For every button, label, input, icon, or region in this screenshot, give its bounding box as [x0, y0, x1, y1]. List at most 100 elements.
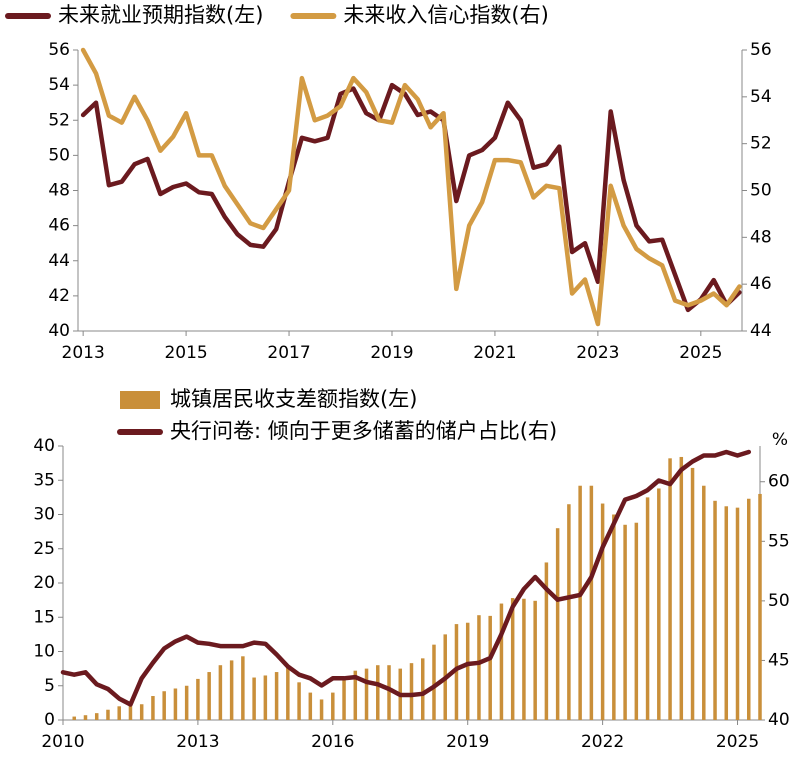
bar — [735, 507, 740, 720]
bar — [229, 660, 234, 720]
bar — [207, 672, 211, 720]
y2-tick-label: 56 — [750, 40, 772, 60]
bar — [747, 498, 751, 720]
bar — [263, 675, 268, 720]
x-tick-label: 2017 — [267, 343, 310, 363]
bar — [72, 716, 76, 720]
y2-tick-label: 52 — [750, 134, 772, 154]
y-tick-label: 46 — [48, 216, 70, 236]
y2-tick-label: 50 — [768, 591, 790, 611]
bar — [589, 485, 594, 720]
x-tick-label: 2023 — [576, 343, 619, 363]
x-tick-label: 2013 — [62, 343, 105, 363]
bar — [184, 685, 189, 720]
bar — [522, 598, 526, 720]
bar — [409, 663, 414, 720]
bar — [555, 528, 560, 720]
y-tick-label: 5 — [44, 676, 55, 696]
x-tick-label: 2015 — [164, 343, 207, 363]
bar — [162, 691, 166, 720]
bar — [117, 706, 121, 720]
x-tick-label: 2010 — [41, 732, 84, 752]
y-tick-label: 48 — [48, 181, 70, 201]
bar — [702, 485, 706, 720]
series-line — [80, 47, 742, 327]
series-line — [60, 449, 752, 707]
bar — [353, 670, 358, 720]
y2-tick-label: 40 — [768, 710, 790, 730]
y-tick-label: 30 — [33, 505, 55, 525]
bar — [668, 458, 672, 720]
bar — [578, 485, 582, 720]
bar — [274, 672, 279, 720]
bar — [252, 677, 256, 720]
bar — [623, 524, 627, 720]
bar — [420, 658, 425, 720]
y2-tick-label: 45 — [768, 650, 790, 670]
bar — [724, 506, 729, 720]
bar — [331, 692, 335, 720]
x-tick-label: 2013 — [176, 732, 219, 752]
y-tick-label: 10 — [33, 642, 55, 662]
x-tick-label: 2016 — [311, 732, 354, 752]
y-tick-label: 52 — [48, 110, 70, 130]
bar — [286, 665, 290, 720]
bar — [634, 522, 639, 720]
legend-swatch — [120, 391, 160, 409]
x-tick-label: 2025 — [716, 732, 759, 752]
x-tick-label: 2019 — [446, 732, 489, 752]
bar — [600, 503, 605, 720]
series-line — [80, 82, 742, 313]
bar — [94, 713, 99, 720]
y-tick-label: 42 — [48, 286, 70, 306]
bar — [510, 598, 515, 720]
bar — [533, 600, 537, 720]
x-tick-label: 2019 — [370, 343, 413, 363]
y2-tick-label: 48 — [750, 227, 772, 247]
legend-label: 央行问卷: 倾向于更多储蓄的储户占比(右) — [170, 419, 557, 443]
y2-tick-label: 60 — [768, 472, 790, 492]
bar — [218, 665, 223, 720]
y-tick-label: 50 — [48, 145, 70, 165]
y-tick-label: 44 — [48, 251, 70, 271]
bar — [713, 500, 717, 720]
legend-label: 未来就业预期指数(左) — [58, 3, 263, 27]
bar — [690, 467, 695, 720]
bar — [319, 699, 324, 720]
y-tick-label: 56 — [48, 40, 70, 60]
bar — [758, 493, 762, 720]
y-tick-label: 15 — [33, 607, 55, 627]
y-tick-label: 20 — [33, 573, 55, 593]
bar — [308, 692, 313, 720]
y2-tick-label: 46 — [750, 274, 772, 294]
y-tick-label: 40 — [48, 321, 70, 341]
x-tick-label: 2022 — [581, 732, 624, 752]
bar — [488, 615, 492, 720]
bar — [567, 504, 571, 720]
y-tick-label: 40 — [33, 436, 55, 456]
bar — [454, 624, 459, 720]
bar — [297, 682, 301, 720]
bar — [106, 709, 110, 720]
y-tick-label: 54 — [48, 75, 70, 95]
bar — [342, 678, 346, 720]
y2-tick-label: 44 — [750, 321, 772, 341]
bar — [499, 603, 504, 720]
bar — [151, 696, 155, 720]
bar — [465, 622, 470, 720]
bar — [679, 456, 684, 720]
bar — [657, 488, 661, 720]
legend-label: 城镇居民收支差额指数(左) — [170, 387, 417, 411]
y2-tick-label: 50 — [750, 181, 772, 201]
x-tick-label: 2025 — [679, 343, 722, 363]
bar — [612, 514, 616, 720]
y2-axis-label: % — [772, 430, 788, 450]
y-tick-label: 35 — [33, 470, 55, 490]
legend-label: 未来收入信心指数(右) — [343, 3, 548, 27]
bar — [173, 688, 178, 720]
bar — [477, 615, 481, 720]
x-tick-label: 2021 — [473, 343, 516, 363]
y2-tick-label: 54 — [750, 87, 772, 107]
